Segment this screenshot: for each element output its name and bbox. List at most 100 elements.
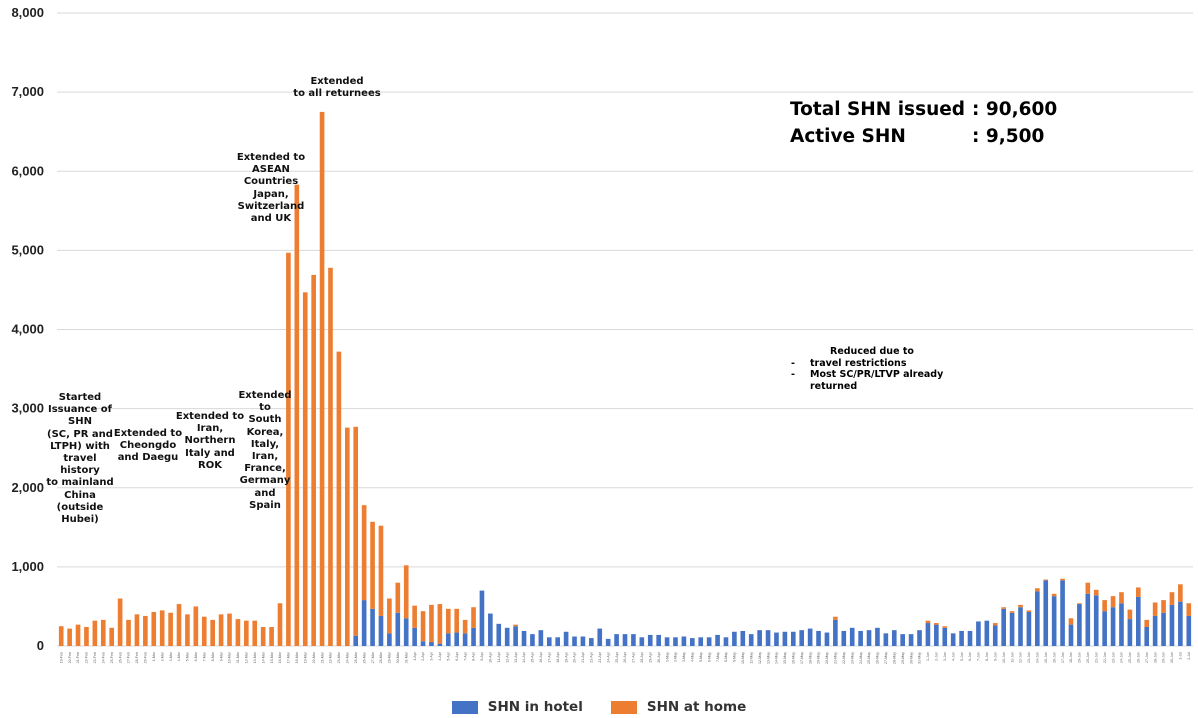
x-tick-label: 25-Jun <box>1128 652 1132 663</box>
x-tick-label: 4-Mar <box>177 651 181 661</box>
x-tick-label: 5-Mar <box>186 651 190 661</box>
bar-home <box>235 619 241 646</box>
bar-hotel <box>387 633 392 646</box>
bar-hotel <box>900 634 906 646</box>
legend-item-home: SHN at home <box>610 699 746 715</box>
x-tick-label: 26-May <box>876 652 880 664</box>
bar-hotel <box>614 634 619 646</box>
y-tick-label: 3,000 <box>11 401 44 416</box>
x-tick-label: 28-Feb <box>135 652 139 663</box>
bar-hotel <box>420 641 426 646</box>
bar-hotel <box>479 590 485 646</box>
x-tick-label: 21-Feb <box>76 652 80 663</box>
bar-home <box>344 427 350 646</box>
bar-hotel <box>1161 612 1166 646</box>
x-tick-label: 1-May <box>665 652 669 662</box>
annotation-line: SHN <box>68 416 92 428</box>
bar-hotel <box>757 630 762 646</box>
legend-swatch-home <box>610 700 637 714</box>
x-tick-label: 2-May <box>674 652 678 662</box>
x-tick-label: 4-Jun <box>951 652 955 661</box>
x-tick-label: 28-Mar <box>379 651 383 663</box>
x-tick-label: 30-Apr <box>657 651 661 663</box>
bar-home <box>403 565 409 619</box>
bar-home <box>513 624 518 627</box>
bar-hotel <box>908 634 914 646</box>
gridlines <box>57 12 1193 647</box>
x-tick-label: 22-May <box>842 652 846 664</box>
bar-hotel <box>361 600 367 646</box>
bar-hotel <box>959 630 964 646</box>
bar-home <box>445 608 451 634</box>
annotation-line: Iran, <box>196 423 224 435</box>
legend-item-hotel: SHN in hotel <box>451 699 583 715</box>
annotation-line: Countries <box>243 176 299 188</box>
bar-hotel <box>370 608 375 646</box>
x-tick-label: 27-May <box>884 652 888 664</box>
x-tick-label: 16-Mar <box>278 651 282 663</box>
x-tick-label: 29-Jun <box>1162 652 1166 663</box>
x-tick-label: 22-Mar <box>329 651 333 663</box>
summary-active-row: Active SHN : 9,500 <box>790 123 1057 150</box>
annotation-line: to all returnees <box>293 88 381 100</box>
bar-hotel <box>1060 580 1065 646</box>
x-tick-label: 21-Jun <box>1094 652 1098 663</box>
annotation-line: Germany <box>239 475 291 487</box>
x-tick-label: 22-Feb <box>85 652 89 663</box>
bar-hotel <box>488 613 493 646</box>
x-tick-label: 30-Mar <box>396 651 400 663</box>
bar-home <box>353 426 359 636</box>
x-tick-label: 16-May <box>791 652 795 664</box>
bar-home <box>1127 609 1133 620</box>
bar-hotel <box>454 632 460 646</box>
bar-hotel <box>1035 591 1040 646</box>
annotation-reduced: Reduced due to travel restrictions Most … <box>788 346 958 392</box>
bar-hotel <box>538 630 544 646</box>
bar-hotel <box>1127 619 1133 646</box>
x-tick-label: 18-Jun <box>1069 652 1073 663</box>
annotation-line: South <box>248 414 282 426</box>
x-tick-label: 6-Apr <box>455 651 459 661</box>
x-tick-label: 26-Jun <box>1137 652 1141 663</box>
bar-home <box>252 620 258 646</box>
bar-home <box>1144 619 1150 628</box>
annotation-line: (outside <box>56 501 104 513</box>
bar-home <box>1060 578 1065 581</box>
x-tick-label: 2-Jul <box>1187 652 1191 660</box>
x-tick-label: 1-Jul <box>1179 652 1183 660</box>
bar-home <box>1026 610 1032 612</box>
x-tick-label: 27-Jun <box>1145 652 1149 663</box>
annotation-iran-italy-rok: Extended to Iran, Northern Italy and ROK <box>174 411 246 472</box>
bar-hotel <box>631 634 636 646</box>
annotation-line: Extended <box>238 390 292 401</box>
x-tick-label: 27-Apr <box>632 651 636 663</box>
reduced-item: Most SC/PR/LTVP already returned <box>788 369 958 392</box>
y-tick-label: 1,000 <box>11 559 44 574</box>
bar-hotel <box>950 633 956 646</box>
bar-home <box>109 627 115 646</box>
x-tick-label: 18-Apr <box>556 651 560 663</box>
bar-home <box>92 620 98 646</box>
x-tick-label: 23-Apr <box>598 651 602 663</box>
bar-hotel <box>715 634 720 646</box>
bar-hotel <box>816 630 821 646</box>
bar-hotel <box>639 637 645 646</box>
x-tick-label: 19-Jun <box>1078 652 1082 663</box>
annotation-line: Cheongdo <box>119 440 177 452</box>
bar-hotel <box>1001 608 1006 646</box>
bar-hotel <box>597 628 603 646</box>
bar-hotel <box>530 634 535 646</box>
x-tick-label: 11-Mar <box>236 651 240 663</box>
annotation-line: Started <box>58 392 102 403</box>
bar-home <box>117 598 123 646</box>
x-tick-label: 20-Jun <box>1086 652 1090 663</box>
x-tick-label: 21-May <box>834 652 838 664</box>
bar-home <box>302 292 308 646</box>
bar-hotel <box>690 638 695 646</box>
x-tick-label: 27-Mar <box>371 651 375 663</box>
x-tick-label: 19-Feb <box>59 652 63 663</box>
x-tick-label: 13-Mar <box>253 651 257 663</box>
bar-home <box>218 614 224 646</box>
bar-home <box>134 614 140 646</box>
x-tick-label: 19-Apr <box>564 651 568 663</box>
